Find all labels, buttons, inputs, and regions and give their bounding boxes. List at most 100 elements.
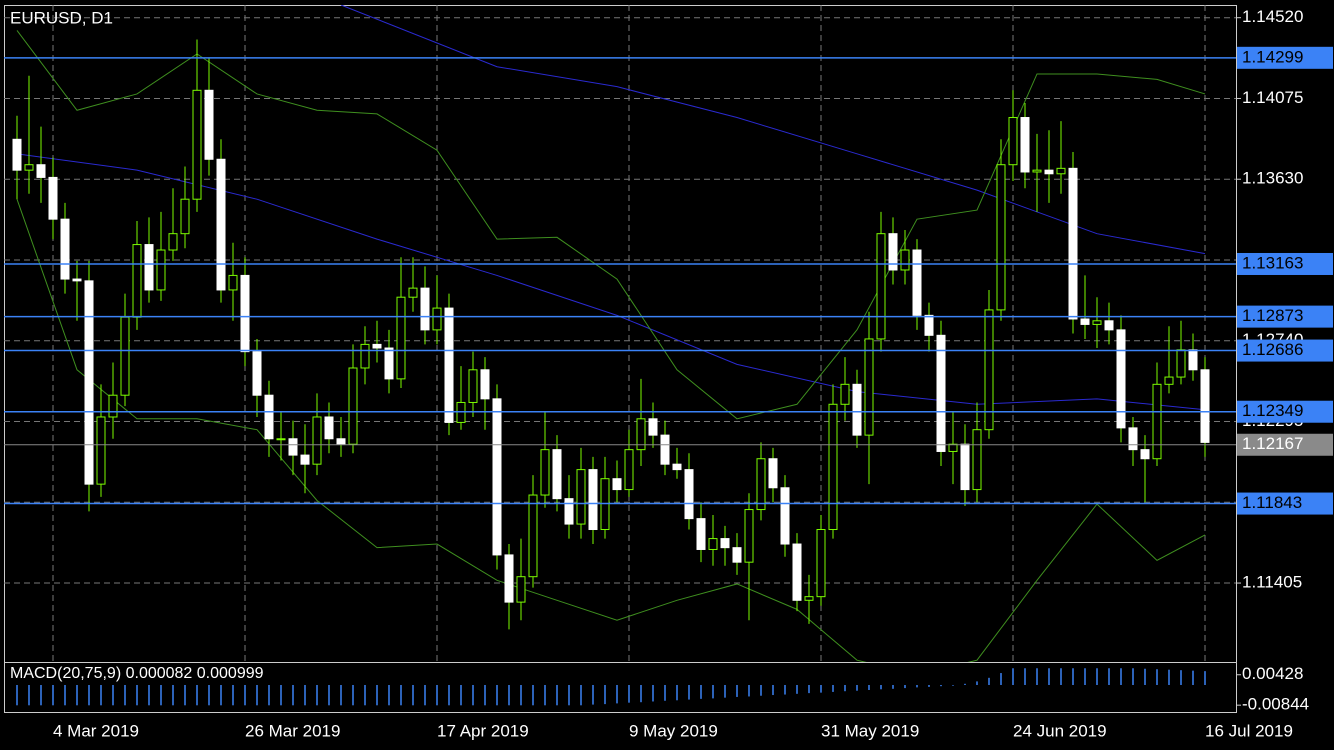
candle-body	[444, 307, 454, 423]
candle-body	[1176, 349, 1186, 378]
candle-body	[792, 543, 802, 601]
candle-body	[972, 429, 982, 491]
indicator-line	[16, 199, 1206, 662]
candle-body	[1080, 318, 1090, 325]
candle-body	[1200, 369, 1210, 443]
candle-body	[528, 494, 538, 578]
candle-body	[840, 383, 850, 405]
x-tick-label: 16 Jul 2019	[1205, 721, 1293, 740]
candle-body	[1128, 427, 1138, 451]
candle-body	[1008, 117, 1018, 166]
frame	[4, 5, 1237, 713]
candle-body	[480, 369, 490, 400]
candle-body	[264, 394, 274, 440]
candle-body	[492, 398, 502, 556]
candle-body	[816, 529, 826, 598]
candle-body	[384, 347, 394, 380]
candle-body	[864, 338, 874, 436]
candle-body	[900, 249, 910, 271]
candle-body	[168, 233, 178, 251]
candle-body	[648, 418, 658, 436]
candle-body	[216, 158, 226, 291]
level-label-box	[1237, 400, 1333, 423]
current-price-label: 1.12167	[1242, 434, 1303, 453]
level-label-box	[1237, 339, 1333, 362]
candle-body	[12, 138, 22, 171]
candle-body	[84, 280, 94, 485]
candle-body	[1164, 376, 1174, 385]
level-label: 1.13163	[1242, 253, 1303, 272]
candle-body	[624, 449, 634, 491]
candle-body	[876, 233, 886, 340]
candle-body	[360, 343, 370, 369]
candle-body	[696, 518, 706, 550]
level-label-box	[1237, 492, 1333, 515]
candle-body	[24, 164, 34, 171]
candle-body	[732, 547, 742, 563]
candle-body	[1044, 169, 1054, 175]
candle-body	[828, 403, 838, 531]
candle-body	[288, 438, 298, 456]
indicator-line	[16, 30, 1206, 420]
candle-body	[372, 343, 382, 349]
level-label: 1.12686	[1242, 340, 1303, 359]
candle-body	[132, 244, 142, 318]
candle-body	[1152, 383, 1162, 460]
candle-body	[564, 498, 574, 525]
candle-body	[1092, 320, 1102, 325]
candle-body	[180, 198, 190, 235]
candle-body	[108, 394, 118, 418]
candle-body	[72, 278, 82, 282]
candle-body	[660, 434, 670, 465]
candle-body	[192, 89, 202, 200]
candle-body	[348, 367, 358, 445]
candle-body	[588, 469, 598, 531]
candle-body	[576, 469, 586, 525]
candle-body	[1020, 117, 1030, 173]
candle-body	[996, 164, 1006, 311]
x-tick-label: 9 May 2019	[629, 721, 718, 740]
overlay: 1.145201.140751.136301.131851.127401.122…	[53, 7, 1333, 740]
candle-body	[228, 274, 238, 291]
candle-body	[204, 89, 214, 160]
price-panel	[4, 5, 1236, 662]
candle-body	[1188, 349, 1198, 371]
level-label-box	[1237, 252, 1333, 275]
x-tick-label: 26 Mar 2019	[245, 721, 340, 740]
candle-body	[156, 249, 166, 291]
candle-body	[948, 443, 958, 452]
candle-body	[984, 309, 994, 431]
candle-body	[336, 438, 346, 445]
candle-body	[720, 538, 730, 549]
candle-body	[708, 538, 718, 550]
candle-body	[768, 458, 778, 489]
candle-body	[120, 316, 130, 396]
candle-body	[312, 416, 322, 465]
macd-title: MACD(20,75,9) 0.000082 0.000999	[10, 665, 264, 682]
y-tick-label: 1.14520	[1242, 7, 1303, 26]
candle-body	[552, 449, 562, 500]
candle-body	[408, 287, 418, 298]
level-label-box	[1237, 46, 1333, 69]
candle-body	[396, 296, 406, 380]
x-tick-label: 24 Jun 2019	[1013, 721, 1107, 740]
candle-body	[516, 576, 526, 603]
y-tick-label: 0.00428	[1242, 664, 1303, 683]
y-tick-label: 1.13630	[1242, 169, 1303, 188]
candle-body	[1056, 167, 1066, 175]
candle-body	[612, 478, 622, 491]
candle-body	[96, 416, 106, 485]
level-label: 1.12873	[1242, 306, 1303, 325]
candle-body	[924, 314, 934, 336]
candle-body	[852, 383, 862, 436]
level-label: 1.14299	[1242, 47, 1303, 66]
candle-body	[1068, 167, 1078, 320]
y-tick-label: -0.00844	[1242, 695, 1309, 714]
candle-body	[744, 509, 754, 563]
x-tick-label: 31 May 2019	[821, 721, 919, 740]
candle-body	[684, 469, 694, 520]
level-label: 1.11843	[1242, 493, 1302, 512]
level-label: 1.12349	[1242, 401, 1303, 420]
